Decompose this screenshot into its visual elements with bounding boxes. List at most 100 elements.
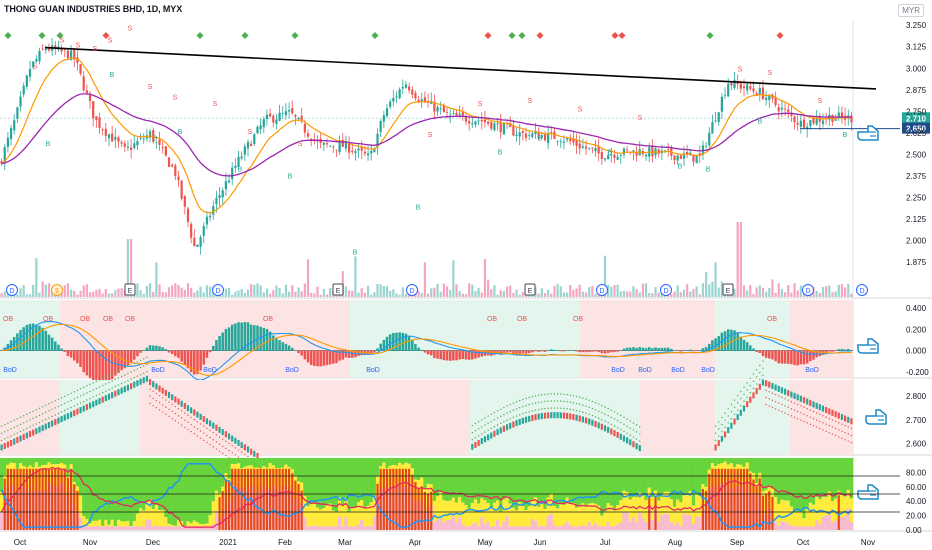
macd-histogram-bar — [584, 350, 588, 353]
ribbon-candle — [139, 378, 142, 385]
ribbon-candle — [758, 383, 761, 390]
ribbon-dot — [506, 412, 508, 414]
oscillator-green-band — [840, 458, 844, 495]
ribbon-dot — [89, 397, 91, 400]
oscillator-yellow-band — [208, 515, 212, 527]
candle — [796, 122, 799, 125]
volume-bar — [16, 294, 19, 297]
oscillator-pink-band — [606, 521, 610, 530]
candle — [777, 107, 780, 112]
oscillator-yellow-band — [843, 496, 847, 516]
ribbon-background-region — [140, 380, 380, 455]
ribbon-dot — [83, 393, 85, 396]
candle — [578, 143, 581, 149]
oscillator-green-band — [60, 458, 64, 464]
volume-bar — [758, 285, 761, 297]
oscillator-green-band — [821, 458, 825, 497]
ribbon-dot — [620, 414, 622, 417]
macd-histogram-bar — [436, 350, 439, 359]
volume-bar — [436, 283, 439, 297]
buy-signal-label: B — [178, 129, 183, 136]
ribbon-dot — [26, 420, 28, 423]
time-axis-label: Jul — [600, 538, 610, 547]
macd-histogram-bar — [540, 350, 544, 352]
signal-diamond — [536, 31, 544, 40]
oscillator-green-band — [644, 458, 648, 501]
ribbon-dot — [629, 420, 631, 422]
ribbon-dot — [484, 431, 486, 433]
oscillator-pink-band — [486, 521, 490, 530]
volume-bar — [208, 286, 212, 297]
candle — [208, 215, 212, 218]
ribbon-dot — [165, 413, 167, 415]
volume-bar — [376, 283, 379, 297]
volume-bar — [490, 289, 493, 297]
volume-bar — [395, 293, 398, 297]
oscillator-pink-band — [129, 526, 133, 530]
macd-histogram-bar — [344, 350, 348, 358]
ribbon-dot — [509, 403, 511, 406]
oscillator-pink-band — [587, 521, 591, 530]
volume-bar — [670, 294, 673, 297]
volume-bar — [398, 294, 401, 297]
candle — [607, 155, 610, 160]
bottom-divergence-label: BoD — [805, 367, 819, 374]
oscillator-red-bar — [761, 495, 765, 530]
currency-button[interactable]: MYR — [898, 4, 924, 17]
macd-histogram-bar — [401, 332, 405, 351]
oscillator-red-bar — [411, 474, 414, 530]
macd-histogram-bar — [205, 350, 209, 358]
oscillator-yellow-band — [811, 504, 816, 527]
ribbon-candle — [815, 402, 818, 409]
ribbon-dot — [749, 384, 752, 387]
ribbon-dot — [566, 401, 568, 403]
macd-histogram-bar — [297, 350, 300, 354]
ribbon-dot — [724, 419, 726, 421]
ribbon-dot — [481, 433, 483, 435]
macd-histogram-bar — [666, 347, 670, 351]
oscillator-red-bar — [44, 468, 47, 530]
macd-background-region — [350, 300, 390, 378]
volume-bar — [329, 287, 332, 297]
candle — [161, 147, 164, 149]
ribbon-dot — [32, 410, 34, 412]
oscillator-axis-tick: 60.00 — [906, 483, 927, 492]
ribbon-dot — [515, 415, 518, 417]
sell-signal-label: S — [213, 101, 218, 108]
macd-histogram-bar — [379, 343, 382, 351]
ribbon-candle — [505, 424, 509, 431]
ribbon-dot — [730, 418, 733, 420]
ribbon-dot — [822, 429, 824, 431]
oscillator-pink-band — [631, 517, 636, 530]
ribbon-dot — [560, 393, 562, 395]
ribbon-dot — [588, 413, 590, 416]
buy-signal-label: B — [538, 136, 543, 143]
event-marker-label: D — [409, 288, 414, 295]
macd-histogram-bar — [749, 345, 752, 351]
oscillator-yellow-band — [641, 495, 645, 518]
oscillator-yellow-band — [669, 499, 674, 522]
ribbon-dot — [0, 432, 3, 435]
macd-histogram-bar — [442, 350, 446, 361]
candle — [417, 99, 420, 102]
volume-bar — [291, 285, 294, 297]
oscillator-axis-tick: 40.00 — [906, 497, 927, 506]
oscillator-pink-band — [439, 516, 443, 530]
oscillator-green-band — [240, 458, 244, 469]
ribbon-dot — [623, 430, 625, 433]
oscillator-pink-band — [524, 526, 528, 530]
volume-bar — [347, 290, 351, 297]
candle — [809, 120, 812, 127]
oscillator-pink-band — [85, 526, 89, 530]
volume-bar — [752, 293, 755, 297]
macd-histogram-bar — [755, 350, 758, 353]
macd-histogram-bar — [771, 350, 774, 360]
ribbon-dot — [774, 400, 777, 403]
ribbon-dot — [790, 408, 793, 410]
candle — [420, 99, 423, 102]
ribbon-dot — [143, 372, 145, 374]
bottom-divergence-label: BoD — [203, 367, 217, 374]
macd-histogram-bar — [76, 350, 79, 364]
oscillator-pink-band — [331, 526, 336, 530]
